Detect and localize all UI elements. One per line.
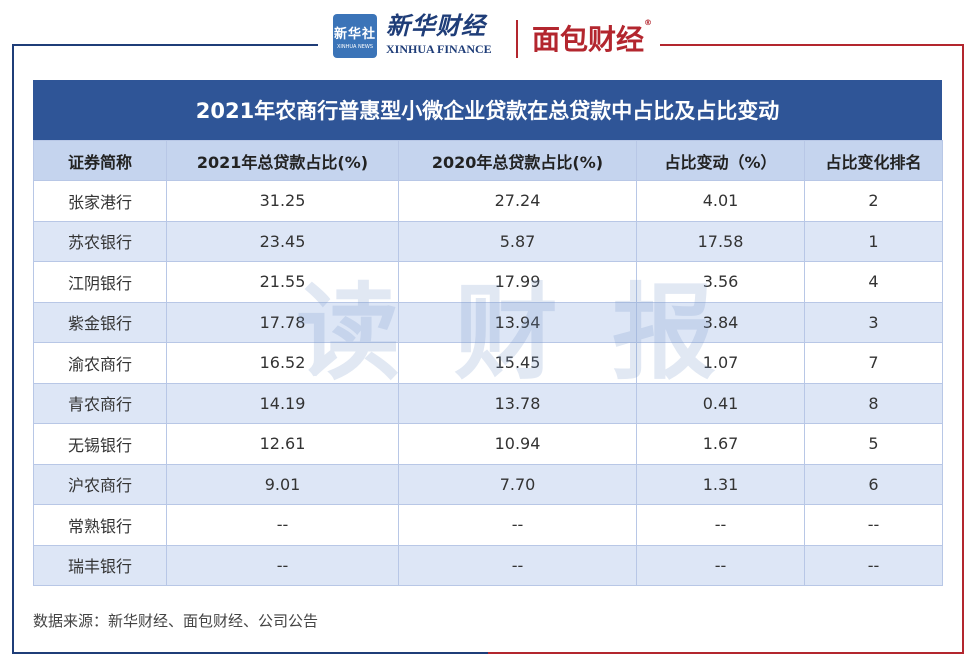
table-row: 瑞丰银行 -- -- -- --	[33, 544, 943, 586]
bank-name-cell: 常熟银行	[33, 504, 167, 546]
change-rank-cell: 7	[804, 342, 943, 384]
ratio-2020-cell: 5.87	[398, 220, 637, 262]
xinhua-finance-cn: 新华财经	[386, 11, 486, 40]
ratio-2020-cell: 15.45	[398, 342, 637, 384]
bank-name-cell: 江阴银行	[33, 261, 167, 303]
data-source-note: 数据来源：新华财经、面包财经、公司公告	[33, 612, 319, 630]
bank-name-cell: 青农商行	[33, 382, 167, 424]
ratio-change-cell: --	[636, 504, 805, 546]
ratio-2020-cell: 10.94	[398, 423, 637, 465]
seal-text: 新华社	[333, 26, 376, 42]
ratio-2021-cell: --	[166, 544, 399, 586]
column-header: 2021年总贷款占比(%)	[166, 140, 399, 181]
table-title: 2021年农商行普惠型小微企业贷款在总贷款中占比及占比变动	[33, 80, 942, 140]
change-rank-cell: 1	[804, 220, 943, 262]
logo-divider	[516, 20, 518, 58]
frame-top-left-line	[12, 44, 318, 46]
ratio-2020-cell: 7.70	[398, 463, 637, 505]
ratio-2020-cell: 17.99	[398, 261, 637, 303]
ratio-change-cell: 3.56	[636, 261, 805, 303]
table-row: 无锡银行 12.61 10.94 1.67 5	[33, 423, 943, 465]
bank-name-cell: 紫金银行	[33, 301, 167, 343]
bank-name-cell: 张家港行	[33, 180, 167, 222]
bank-name-cell: 沪农商行	[33, 463, 167, 505]
frame-left-line	[12, 44, 14, 654]
column-header: 占比变动（%）	[636, 140, 805, 181]
ratio-2020-cell: 13.94	[398, 301, 637, 343]
change-rank-cell: 8	[804, 382, 943, 424]
xinhua-finance-en: XINHUA FINANCE	[386, 42, 492, 56]
ratio-change-cell: 1.67	[636, 423, 805, 465]
ratio-2021-cell: 17.78	[166, 301, 399, 343]
change-rank-cell: --	[804, 544, 943, 586]
table-row: 常熟银行 -- -- -- --	[33, 504, 943, 546]
ratio-change-cell: 17.58	[636, 220, 805, 262]
bank-name-cell: 无锡银行	[33, 423, 167, 465]
table-header-row: 证券简称 2021年总贷款占比(%) 2020年总贷款占比(%) 占比变动（%）…	[33, 140, 943, 181]
registered-mark: ®	[644, 18, 653, 27]
table-row: 青农商行 14.19 13.78 0.41 8	[33, 382, 943, 424]
xinhua-news-seal-logo: 新华社 XINHUA NEWS	[333, 14, 377, 58]
column-header: 占比变化排名	[804, 140, 943, 181]
ratio-2020-cell: 13.78	[398, 382, 637, 424]
ratio-2021-cell: 12.61	[166, 423, 399, 465]
frame-top-right-line	[660, 44, 964, 46]
ratio-change-cell: 4.01	[636, 180, 805, 222]
ratio-change-cell: 1.31	[636, 463, 805, 505]
frame-bottom-line	[12, 652, 964, 654]
change-rank-cell: 3	[804, 301, 943, 343]
table-row: 紫金银行 17.78 13.94 3.84 3	[33, 301, 943, 343]
xinhua-finance-logo: 新华财经 XINHUA FINANCE	[386, 12, 506, 62]
bank-name-cell: 渝农商行	[33, 342, 167, 384]
ratio-2020-cell: --	[398, 504, 637, 546]
change-rank-cell: 4	[804, 261, 943, 303]
data-table: 证券简称 2021年总贷款占比(%) 2020年总贷款占比(%) 占比变动（%）…	[33, 140, 943, 586]
ratio-change-cell: 1.07	[636, 342, 805, 384]
table-row: 渝农商行 16.52 15.45 1.07 7	[33, 342, 943, 384]
bank-name-cell: 瑞丰银行	[33, 544, 167, 586]
ratio-2021-cell: --	[166, 504, 399, 546]
ratio-2021-cell: 21.55	[166, 261, 399, 303]
ratio-2021-cell: 23.45	[166, 220, 399, 262]
ratio-2021-cell: 14.19	[166, 382, 399, 424]
mianbao-finance-logo: 面包财经®	[532, 18, 652, 58]
table-row: 张家港行 31.25 27.24 4.01 2	[33, 180, 943, 222]
ratio-2020-cell: 27.24	[398, 180, 637, 222]
change-rank-cell: 2	[804, 180, 943, 222]
column-header: 证券简称	[33, 140, 167, 181]
frame-right-line	[962, 44, 964, 654]
ratio-2021-cell: 31.25	[166, 180, 399, 222]
ratio-2020-cell: --	[398, 544, 637, 586]
bank-name-cell: 苏农银行	[33, 220, 167, 262]
mianbao-text: 面包财经	[532, 23, 645, 56]
change-rank-cell: --	[804, 504, 943, 546]
ratio-change-cell: --	[636, 544, 805, 586]
ratio-change-cell: 0.41	[636, 382, 805, 424]
data-table-container: 2021年农商行普惠型小微企业贷款在总贷款中占比及占比变动 证券简称 2021年…	[33, 80, 943, 586]
change-rank-cell: 6	[804, 463, 943, 505]
table-row: 苏农银行 23.45 5.87 17.58 1	[33, 220, 943, 262]
ratio-2021-cell: 9.01	[166, 463, 399, 505]
column-header: 2020年总贷款占比(%)	[398, 140, 637, 181]
seal-subtext: XINHUA NEWS	[336, 43, 374, 50]
table-row: 江阴银行 21.55 17.99 3.56 4	[33, 261, 943, 303]
table-row: 沪农商行 9.01 7.70 1.31 6	[33, 463, 943, 505]
ratio-2021-cell: 16.52	[166, 342, 399, 384]
ratio-change-cell: 3.84	[636, 301, 805, 343]
change-rank-cell: 5	[804, 423, 943, 465]
